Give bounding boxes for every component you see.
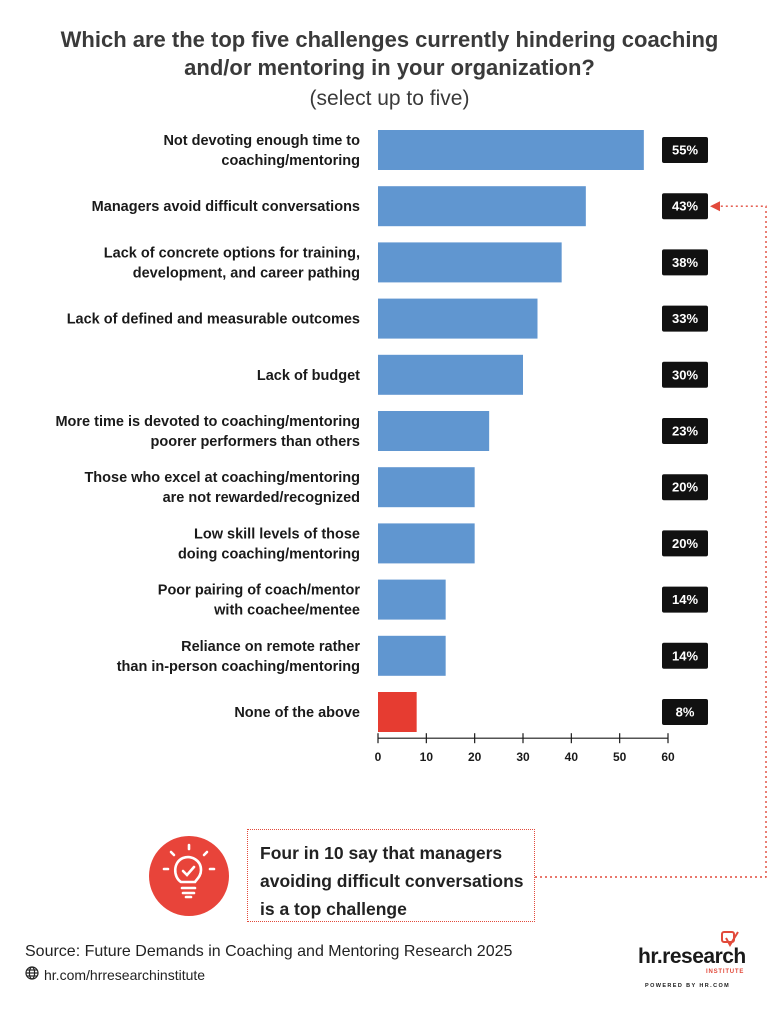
logo-mark-icon xyxy=(721,931,739,947)
category-label: Those who excel at coaching/mentoring xyxy=(84,470,360,486)
category-label: doing coaching/mentoring xyxy=(178,546,360,562)
value-label: 43% xyxy=(672,199,698,214)
category-label: Managers avoid difficult conversations xyxy=(92,199,360,215)
arrow-icon xyxy=(710,201,720,212)
value-label: 38% xyxy=(672,255,698,270)
category-label: Reliance on remote rather xyxy=(181,639,360,655)
category-label: Poor pairing of coach/mentor xyxy=(158,583,361,599)
value-label-box xyxy=(662,305,708,332)
category-label: More time is devoted to coaching/mentori… xyxy=(55,414,360,430)
category-label: Lack of budget xyxy=(257,368,360,384)
value-label: 23% xyxy=(672,424,698,439)
value-label: 20% xyxy=(672,480,698,495)
chart-title: Which are the top five challenges curren… xyxy=(60,27,719,80)
x-tick-label: 10 xyxy=(420,750,434,764)
value-label: 33% xyxy=(672,311,698,326)
bar xyxy=(378,523,475,564)
callout-text: Four in 10 say that managers avoiding di… xyxy=(260,839,524,923)
bar xyxy=(378,579,446,620)
category-label: coaching/mentoring xyxy=(221,153,360,169)
url-text: hr.com/hrresearchinstitute xyxy=(44,966,206,983)
value-label-box xyxy=(662,642,708,669)
value-label-box xyxy=(662,530,708,557)
bar xyxy=(378,467,475,508)
category-label: poorer performers than others xyxy=(151,434,361,450)
logo-text: hr.research xyxy=(638,945,746,968)
callout-line: is a top challenge xyxy=(260,899,407,919)
value-label-box xyxy=(662,361,708,388)
x-tick-label: 40 xyxy=(565,750,579,764)
x-tick-label: 20 xyxy=(468,750,482,764)
bar xyxy=(378,354,523,395)
logo-powered: POWERED BY HR.COM xyxy=(645,983,731,989)
value-label: 55% xyxy=(672,143,698,158)
lightbulb-icon xyxy=(149,836,229,916)
callout-box: Four in 10 say that managers avoiding di… xyxy=(247,829,535,922)
callout-line: avoiding difficult conversations xyxy=(260,871,524,891)
value-label: 14% xyxy=(672,648,698,663)
category-label: development, and career pathing xyxy=(133,265,360,281)
category-label: Not devoting enough time to xyxy=(163,133,360,149)
value-label-box xyxy=(662,418,708,444)
brand-logo: hr.research INSTITUTE POWERED BY HR.COM xyxy=(638,928,762,994)
value-label-box xyxy=(662,137,708,163)
category-label: Lack of defined and measurable outcomes xyxy=(67,312,360,328)
value-label: 8% xyxy=(676,705,695,720)
x-tick-label: 60 xyxy=(661,750,675,764)
value-label: 30% xyxy=(672,367,698,382)
value-label-box xyxy=(662,249,708,276)
category-label: None of the above xyxy=(234,705,360,721)
bar xyxy=(378,635,446,676)
website-link[interactable]: hr.com/hrresearchinstitute xyxy=(25,966,205,983)
value-label-box xyxy=(662,699,708,725)
source-note: Source: Future Demands in Coaching and M… xyxy=(25,943,513,960)
x-tick-label: 30 xyxy=(516,750,530,764)
bar xyxy=(378,411,490,451)
value-label-box xyxy=(662,474,708,501)
bar xyxy=(378,130,644,170)
x-tick-label: 0 xyxy=(375,750,382,764)
bar xyxy=(378,186,586,227)
bar xyxy=(378,692,417,732)
callout-line: Four in 10 say that managers xyxy=(260,843,503,863)
category-label: Lack of concrete options for training, xyxy=(104,245,360,261)
category-label: with coachee/mentee xyxy=(213,603,360,619)
value-label-box xyxy=(662,193,708,220)
value-label: 14% xyxy=(672,592,698,607)
chart-subtitle: (select up to five) xyxy=(309,87,470,110)
value-label: 20% xyxy=(672,536,698,551)
bar xyxy=(378,242,562,283)
value-label-box xyxy=(662,586,708,613)
callout-connector xyxy=(535,205,767,878)
bar xyxy=(378,298,538,339)
category-label: Low skill levels of those xyxy=(194,526,360,542)
globe-icon xyxy=(25,966,39,983)
category-label: than in-person coaching/mentoring xyxy=(117,659,360,675)
x-tick-label: 50 xyxy=(613,750,627,764)
logo-subtext: INSTITUTE xyxy=(706,969,745,975)
category-label: are not rewarded/recognized xyxy=(163,490,360,506)
